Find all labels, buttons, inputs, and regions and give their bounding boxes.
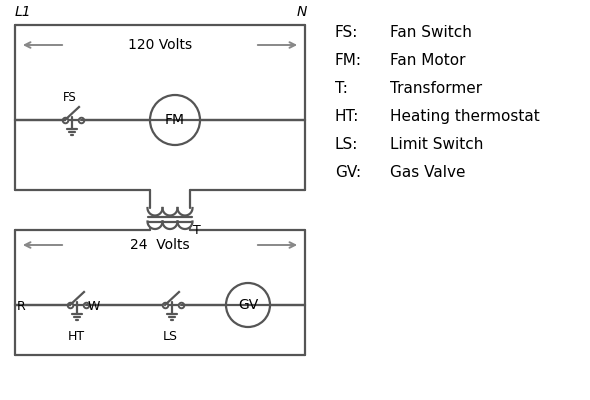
Text: 24  Volts: 24 Volts [130,238,190,252]
Text: FS:: FS: [335,25,358,40]
Text: Gas Valve: Gas Valve [390,165,466,180]
Text: Fan Motor: Fan Motor [390,53,466,68]
Text: N: N [297,5,307,19]
Text: LS:: LS: [335,137,358,152]
Text: HT:: HT: [335,109,359,124]
Text: LS: LS [163,330,178,343]
Text: 120 Volts: 120 Volts [128,38,192,52]
Text: FM: FM [165,113,185,127]
Text: Heating thermostat: Heating thermostat [390,109,540,124]
Text: FS: FS [63,91,77,104]
Text: Fan Switch: Fan Switch [390,25,472,40]
Text: W: W [88,300,100,312]
Text: T:: T: [335,81,348,96]
Text: T: T [193,224,201,236]
Text: GV:: GV: [335,165,361,180]
Text: Limit Switch: Limit Switch [390,137,483,152]
Text: Transformer: Transformer [390,81,482,96]
Text: R: R [17,300,26,312]
Text: GV: GV [238,298,258,312]
Text: FM:: FM: [335,53,362,68]
Text: L1: L1 [15,5,32,19]
Text: HT: HT [68,330,85,343]
